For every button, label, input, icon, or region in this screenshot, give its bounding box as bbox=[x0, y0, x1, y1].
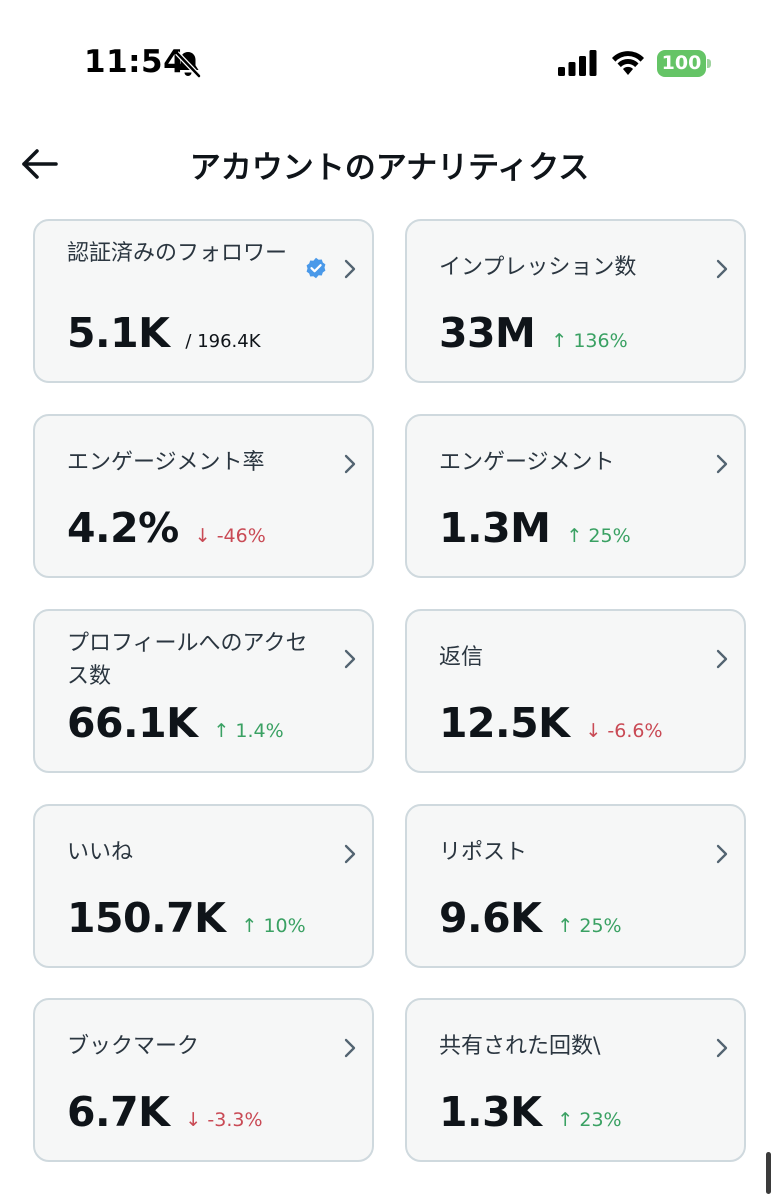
back-arrow-icon[interactable] bbox=[20, 146, 60, 182]
bell-off-icon bbox=[175, 51, 201, 78]
card-label: エンゲージメント bbox=[439, 450, 615, 475]
card-reposts[interactable]: リポスト 9.6K ↑ 25% bbox=[405, 804, 746, 968]
delta-value: 136% bbox=[573, 330, 628, 352]
chevron-right-icon bbox=[716, 454, 728, 474]
chevron-right-icon bbox=[344, 259, 356, 279]
card-label: プロフィールへのアクセス数 bbox=[67, 631, 308, 689]
arrow-up-icon: ↑ bbox=[566, 525, 583, 547]
card-value: 150.7K bbox=[67, 894, 226, 942]
card-value: 33M bbox=[439, 309, 536, 357]
arrow-up-icon: ↑ bbox=[213, 720, 230, 742]
card-value: 1.3K bbox=[439, 1088, 542, 1136]
card-total: / 196.4K bbox=[185, 331, 261, 352]
delta-value: -3.3% bbox=[207, 1109, 263, 1131]
card-label: 認証済みのフォロワー bbox=[67, 241, 288, 266]
card-label: エンゲージメント率 bbox=[67, 450, 265, 475]
card-value: 9.6K bbox=[439, 894, 542, 942]
arrow-down-icon: ↓ bbox=[194, 525, 211, 547]
chevron-right-icon bbox=[716, 1038, 728, 1058]
cellular-signal-icon bbox=[558, 50, 597, 76]
status-bar: 11:54 100 bbox=[0, 0, 779, 120]
delta-up: ↑ 10% bbox=[241, 915, 305, 937]
card-value-row: 6.7K ↓ -3.3% bbox=[67, 1088, 263, 1136]
card-profile-visits[interactable]: プロフィールへのアクセス数 66.1K ↑ 1.4% bbox=[33, 609, 374, 773]
delta-up: ↑ 25% bbox=[566, 525, 630, 547]
card-value-row: 1.3M ↑ 25% bbox=[439, 504, 631, 552]
card-value-row: 33M ↑ 136% bbox=[439, 309, 628, 357]
card-value-row: 5.1K / 196.4K bbox=[67, 309, 261, 357]
card-value: 1.3M bbox=[439, 504, 551, 552]
delta-value: 25% bbox=[588, 525, 631, 547]
chevron-right-icon bbox=[716, 649, 728, 669]
arrow-up-icon: ↑ bbox=[557, 1109, 574, 1131]
card-value-row: 1.3K ↑ 23% bbox=[439, 1088, 622, 1136]
delta-value: -6.6% bbox=[607, 720, 663, 742]
delta-value: 10% bbox=[263, 915, 306, 937]
delta-down: ↓ -6.6% bbox=[585, 720, 662, 742]
verified-badge-icon bbox=[306, 257, 326, 279]
card-label: 共有された回数\ bbox=[439, 1034, 601, 1059]
card-likes[interactable]: いいね 150.7K ↑ 10% bbox=[33, 804, 374, 968]
card-value: 5.1K bbox=[67, 309, 170, 357]
arrow-down-icon: ↓ bbox=[585, 720, 602, 742]
scroll-indicator[interactable] bbox=[766, 1152, 771, 1194]
card-value: 6.7K bbox=[67, 1088, 170, 1136]
card-value: 66.1K bbox=[67, 699, 198, 747]
battery-tip bbox=[707, 59, 711, 68]
card-shares[interactable]: 共有された回数\ 1.3K ↑ 23% bbox=[405, 998, 746, 1162]
card-value-row: 12.5K ↓ -6.6% bbox=[439, 699, 663, 747]
card-value: 4.2% bbox=[67, 504, 179, 552]
page-header: アカウントのアナリティクス bbox=[0, 120, 779, 210]
card-label: インプレッション数 bbox=[439, 255, 637, 280]
arrow-up-icon: ↑ bbox=[557, 915, 574, 937]
card-value: 12.5K bbox=[439, 699, 570, 747]
page-title: アカウントのアナリティクス bbox=[189, 150, 590, 186]
card-verified-followers[interactable]: 認証済みのフォロワー 5.1K / 196.4K bbox=[33, 219, 374, 383]
chevron-right-icon bbox=[344, 844, 356, 864]
arrow-up-icon: ↑ bbox=[551, 330, 568, 352]
delta-value: -46% bbox=[216, 525, 266, 547]
delta-up: ↑ 23% bbox=[557, 1109, 621, 1131]
card-value-row: 4.2% ↓ -46% bbox=[67, 504, 266, 552]
card-value-row: 66.1K ↑ 1.4% bbox=[67, 699, 284, 747]
delta-value: 25% bbox=[579, 915, 622, 937]
delta-value: 1.4% bbox=[235, 720, 284, 742]
card-bookmarks[interactable]: ブックマーク 6.7K ↓ -3.3% bbox=[33, 998, 374, 1162]
chevron-right-icon bbox=[716, 844, 728, 864]
delta-up: ↑ 25% bbox=[557, 915, 621, 937]
arrow-down-icon: ↓ bbox=[185, 1109, 202, 1131]
battery-level: 100 bbox=[657, 50, 706, 77]
card-engagement[interactable]: エンゲージメント 1.3M ↑ 25% bbox=[405, 414, 746, 578]
card-value-row: 150.7K ↑ 10% bbox=[67, 894, 306, 942]
card-engagement-rate[interactable]: エンゲージメント率 4.2% ↓ -46% bbox=[33, 414, 374, 578]
card-label: リポスト bbox=[439, 840, 528, 865]
wifi-icon bbox=[612, 51, 644, 75]
delta-value: 23% bbox=[579, 1109, 622, 1131]
chevron-right-icon bbox=[344, 454, 356, 474]
delta-up: ↑ 136% bbox=[551, 330, 627, 352]
chevron-right-icon bbox=[716, 259, 728, 279]
chevron-right-icon bbox=[344, 649, 356, 669]
delta-down: ↓ -3.3% bbox=[185, 1109, 262, 1131]
delta-up: ↑ 1.4% bbox=[213, 720, 283, 742]
chevron-right-icon bbox=[344, 1038, 356, 1058]
card-label: いいね bbox=[67, 840, 134, 865]
card-replies[interactable]: 返信 12.5K ↓ -6.6% bbox=[405, 609, 746, 773]
status-time: 11:54 bbox=[84, 44, 186, 80]
battery-icon: 100 bbox=[657, 50, 711, 77]
card-impressions[interactable]: インプレッション数 33M ↑ 136% bbox=[405, 219, 746, 383]
card-value-row: 9.6K ↑ 25% bbox=[439, 894, 622, 942]
delta-down: ↓ -46% bbox=[195, 525, 266, 547]
card-label: ブックマーク bbox=[67, 1034, 200, 1059]
card-label: 返信 bbox=[439, 645, 484, 670]
arrow-up-icon: ↑ bbox=[241, 915, 258, 937]
